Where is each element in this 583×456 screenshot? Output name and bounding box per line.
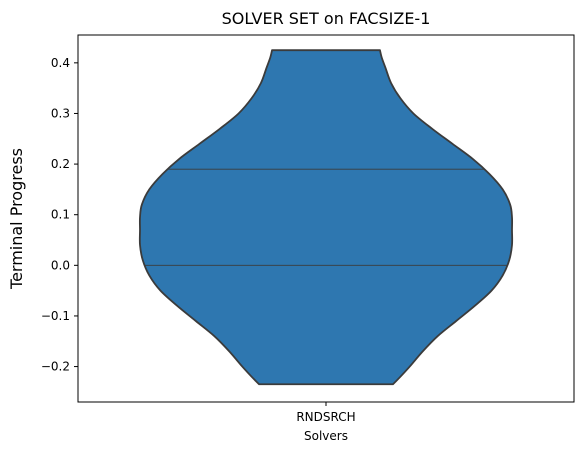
violin-body (138, 49, 514, 386)
y-tick-label: 0.3 (51, 106, 70, 120)
axes-frame (77, 34, 575, 403)
y-tick-label: 0.0 (51, 258, 70, 272)
x-tick-label: RNDSRCH (296, 410, 355, 424)
x-axis: RNDSRCH (296, 402, 356, 424)
y-tick-label: −0.2 (41, 360, 70, 374)
y-tick-label: −0.1 (41, 309, 70, 323)
y-tick-label: 0.2 (51, 157, 70, 171)
y-tick-label: 0.1 (51, 208, 70, 222)
x-axis-label: Solvers (304, 429, 348, 443)
y-axis: −0.2 −0.1 0.0 0.1 0.2 0.3 0.4 (41, 56, 78, 374)
y-tick-label: 0.4 (51, 56, 70, 70)
plot-area (138, 49, 514, 386)
chart-title: SOLVER SET on FACSIZE-1 (222, 9, 431, 28)
y-axis-label: Terminal Progress (7, 148, 26, 290)
